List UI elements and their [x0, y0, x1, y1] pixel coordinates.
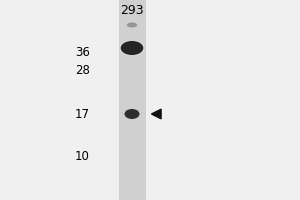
Bar: [118, 0, 146, 200]
Polygon shape: [152, 109, 161, 119]
Ellipse shape: [121, 41, 143, 55]
Text: 293: 293: [120, 4, 144, 17]
Ellipse shape: [127, 22, 137, 27]
Text: 17: 17: [75, 108, 90, 120]
Text: 36: 36: [75, 46, 90, 60]
Ellipse shape: [124, 109, 140, 119]
Text: 28: 28: [75, 64, 90, 77]
Text: 10: 10: [75, 150, 90, 162]
